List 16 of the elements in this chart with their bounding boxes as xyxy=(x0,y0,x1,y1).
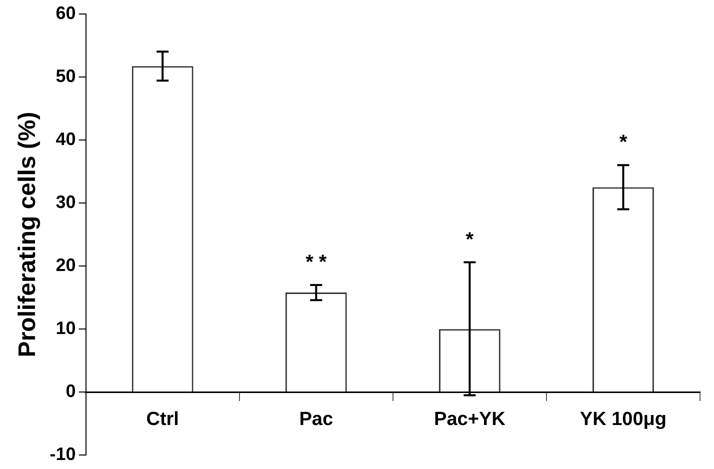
y-tick-label: 10 xyxy=(56,318,76,338)
x-tick-label: YK 100μg xyxy=(580,408,667,430)
annotation: * xyxy=(466,228,474,251)
y-tick-label: 40 xyxy=(56,128,76,149)
y-tick-label: 50 xyxy=(56,66,76,86)
x-tick-label: Pac xyxy=(299,408,334,430)
y-axis-title: Proliferating cells (%) xyxy=(14,112,42,358)
y-tick-label: -10 xyxy=(50,444,76,464)
x-tick-label: Ctrl xyxy=(146,408,179,430)
y-tick-label: 20 xyxy=(56,254,76,275)
y-tick-label: 60 xyxy=(56,2,76,23)
annotation: * xyxy=(619,132,628,154)
annotation: * * xyxy=(306,251,327,274)
y-tick-label: 0 xyxy=(66,381,76,402)
y-tick-label: 30 xyxy=(56,192,76,212)
x-tick-label: Pac+YK xyxy=(434,408,506,430)
